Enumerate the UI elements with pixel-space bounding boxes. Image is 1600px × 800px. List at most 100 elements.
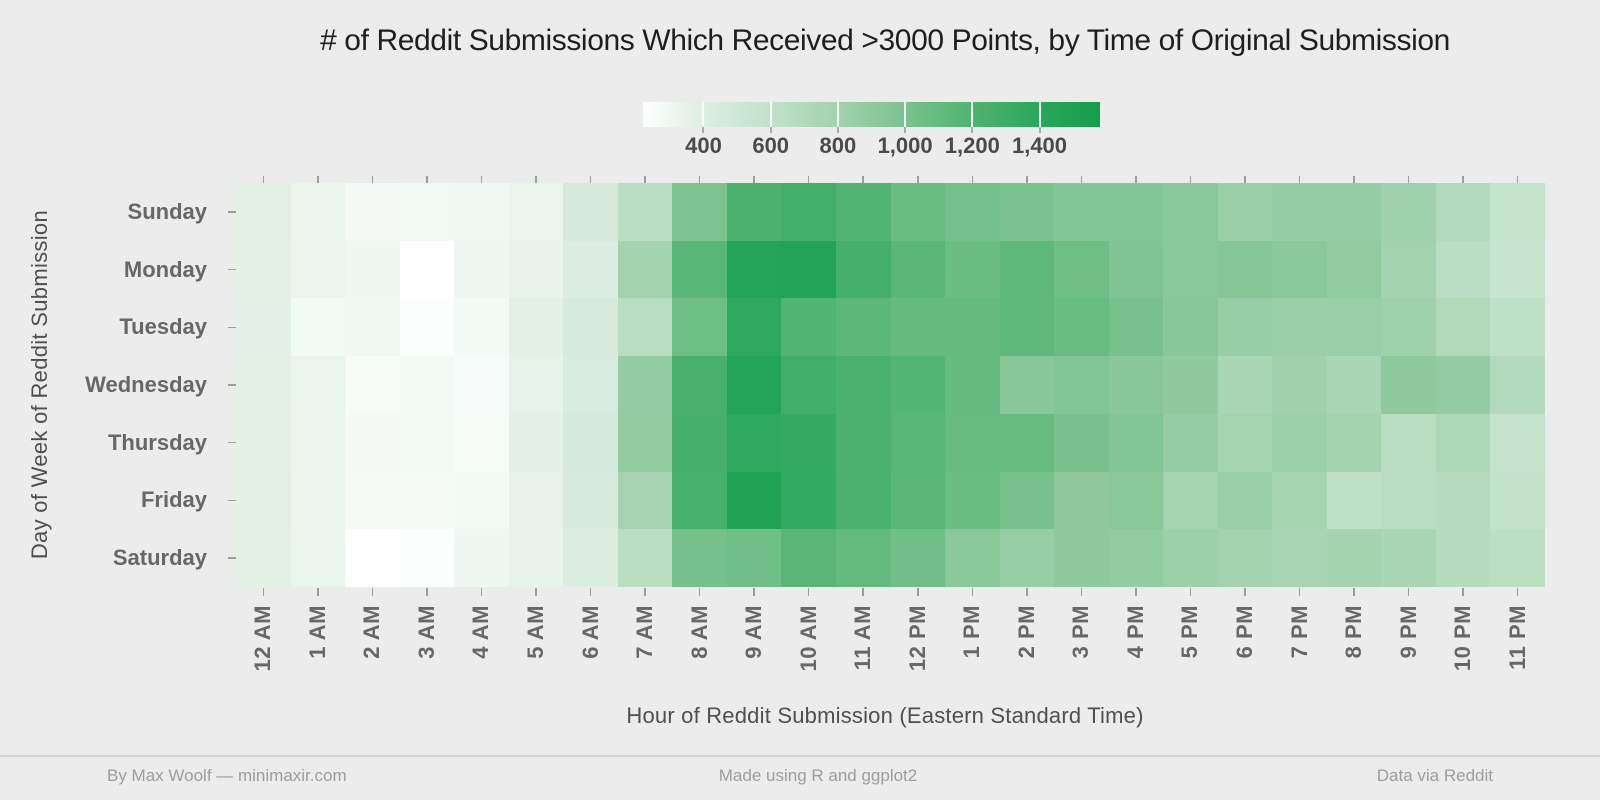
heatmap-cell	[399, 240, 455, 299]
axis-tick-mark	[371, 176, 374, 183]
heatmap-cell	[563, 356, 618, 414]
x-axis-label: 11 AM	[850, 605, 876, 671]
axis-tick-mark	[1026, 588, 1028, 596]
x-axis-label: 11 PM	[1504, 605, 1530, 670]
heatmap-cell	[672, 471, 727, 530]
heatmap-cell	[1217, 240, 1273, 299]
heatmap-cell	[1108, 183, 1164, 241]
axis-tick-mark	[228, 268, 236, 271]
heatmap-cell	[1435, 240, 1491, 299]
heatmap-cell	[1272, 529, 1327, 587]
heatmap-cell	[345, 183, 400, 241]
x-axis-label: 5 AM	[522, 605, 548, 659]
heatmap-cell	[890, 183, 946, 241]
axis-tick-mark	[1462, 176, 1464, 183]
axis-tick-mark	[1135, 588, 1137, 596]
heatmap-cell	[781, 183, 836, 241]
heatmap-cell	[1272, 356, 1327, 414]
heatmap-cell	[890, 471, 946, 530]
legend-tick-line	[904, 102, 907, 127]
heatmap-cell	[1381, 356, 1436, 414]
heatmap-cell	[617, 471, 673, 530]
axis-tick-mark	[1244, 176, 1246, 183]
axis-tick-mark	[698, 588, 701, 596]
legend-tick-mark	[769, 127, 772, 133]
heatmap-cell	[1326, 529, 1382, 587]
heatmap-cell	[454, 183, 509, 241]
axis-tick-mark	[917, 176, 919, 183]
x-axis-label: 2 PM	[1013, 605, 1039, 659]
axis-tick-mark	[1189, 176, 1192, 183]
axis-tick-mark	[535, 176, 537, 183]
footer-credit: By Max Woolf — minimaxir.com	[107, 766, 347, 785]
axis-tick-mark	[971, 588, 974, 596]
heatmap-cell	[1163, 356, 1218, 414]
heatmap-cell	[508, 356, 564, 414]
heatmap-cell	[236, 413, 291, 472]
heatmap-cell	[1435, 471, 1491, 530]
heatmap-cell	[999, 183, 1055, 241]
legend-tick-label: 400	[685, 133, 722, 158]
heatmap-cell	[726, 529, 782, 587]
heatmap-cell	[726, 183, 782, 241]
heatmap-cell	[345, 529, 400, 587]
heatmap-cell	[1054, 471, 1109, 530]
heatmap-cell	[1163, 413, 1218, 472]
legend-tick-label: 800	[819, 133, 857, 158]
heatmap-cell	[945, 298, 1000, 357]
legend-tick-mark	[1038, 127, 1041, 133]
heatmap-cell	[999, 298, 1055, 357]
heatmap-cell	[945, 413, 1000, 472]
heatmap-cell	[672, 356, 727, 414]
heatmap-cell	[290, 529, 346, 587]
axis-tick-mark	[971, 176, 974, 183]
heatmap-cell	[672, 183, 727, 241]
heatmap-cell	[1326, 356, 1382, 414]
heatmap-cell	[1163, 240, 1218, 299]
heatmap-cell	[781, 413, 836, 472]
heatmap-cell	[1490, 413, 1545, 472]
heatmap-cell	[726, 413, 782, 472]
heatmap-cell	[835, 240, 891, 299]
heatmap-cell	[890, 413, 946, 472]
heatmap-cell	[672, 240, 727, 299]
heatmap-cell	[1435, 356, 1491, 414]
heatmap-cell	[236, 471, 291, 530]
axis-tick-mark	[1407, 176, 1410, 183]
heatmap-cell	[1272, 183, 1327, 241]
x-axis-label: 7 PM	[1286, 605, 1312, 659]
heatmap-cell	[1326, 183, 1382, 241]
heatmap-cell	[563, 413, 618, 472]
axis-tick-mark	[1407, 588, 1410, 596]
x-axis-label: 4 AM	[468, 605, 494, 659]
heatmap-cell	[1217, 529, 1273, 587]
legend-tick-mark	[971, 127, 974, 133]
heatmap-cell	[1381, 240, 1436, 299]
axis-tick-mark	[228, 557, 236, 559]
x-axis-label: 9 AM	[741, 605, 767, 659]
heatmap-cell	[945, 529, 1000, 587]
y-axis-title: Day of Week of Reddit Submission	[27, 210, 52, 560]
heatmap-cell	[945, 356, 1000, 414]
heatmap-cell	[890, 356, 946, 414]
heatmap-cell	[1217, 413, 1273, 472]
heatmap-cell	[617, 240, 673, 299]
heatmap-cell	[1490, 183, 1545, 241]
x-axis-label: 12 PM	[904, 605, 930, 672]
y-axis-label: Friday	[140, 487, 207, 513]
heatmap-cell	[999, 529, 1055, 587]
heatmap-cell	[345, 413, 400, 472]
heatmap-cell	[399, 298, 455, 357]
heatmap-cell	[236, 183, 291, 241]
heatmap-cell	[290, 471, 346, 530]
axis-tick-mark	[262, 176, 265, 183]
x-axis-label: 10 AM	[795, 605, 821, 672]
heatmap-cell	[1381, 413, 1436, 472]
heatmap-cell	[617, 529, 673, 587]
axis-tick-mark	[1353, 588, 1355, 596]
y-axis-label: Sunday	[127, 198, 207, 224]
legend-tick-label: 600	[752, 133, 790, 158]
heatmap-cell	[945, 183, 1000, 241]
heatmap-cell	[1163, 471, 1218, 530]
heatmap-cell	[781, 240, 836, 299]
